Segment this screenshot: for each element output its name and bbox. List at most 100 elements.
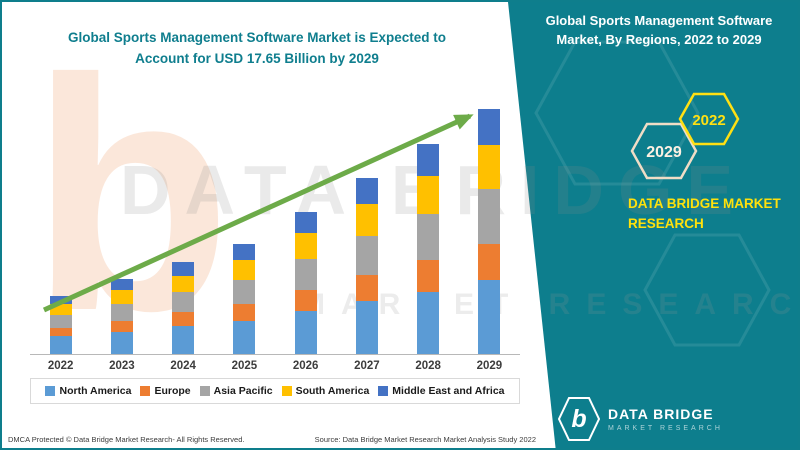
bar-slot	[153, 262, 214, 354]
legend-swatch	[281, 386, 292, 396]
legend-item: Asia Pacific	[199, 385, 273, 397]
bar-segment	[478, 108, 501, 146]
bar-segment	[417, 291, 440, 354]
bars-row	[30, 92, 520, 355]
legend-swatch	[45, 386, 56, 396]
brand-name: DATA BRIDGE MARKET RESEARCH	[628, 196, 781, 232]
bar-slot	[336, 177, 397, 354]
bar-segment	[172, 262, 195, 276]
logo-hexagon-icon: b	[558, 397, 600, 441]
bar-segment	[49, 304, 72, 316]
bar-segment	[49, 335, 72, 354]
labels-row: 2022 2023 2024 2025 2026 2027 2028 2029	[30, 360, 520, 372]
bar-segment	[417, 144, 440, 177]
stacked-bar	[233, 244, 256, 354]
logo-tagline: MARKET RESEARCH	[608, 425, 723, 432]
logo-letter: b	[571, 405, 586, 433]
bar-segment	[478, 243, 501, 281]
bar-segment	[172, 275, 195, 293]
logo-text: DATA BRIDGE MARKET RESEARCH	[608, 406, 723, 432]
stacked-bar	[478, 108, 501, 354]
legend-swatch	[378, 386, 389, 396]
bar-segment	[110, 331, 133, 354]
bar-segment	[172, 292, 195, 313]
bar-segment	[110, 304, 133, 321]
legend-swatch	[199, 386, 210, 396]
bar-segment	[478, 145, 501, 190]
year-label: 2029	[476, 360, 503, 372]
bar-segment	[49, 315, 72, 328]
hexagon-2029-badge: 2029	[630, 122, 698, 180]
stacked-bar	[49, 295, 72, 354]
bar-segment	[294, 310, 317, 354]
bar-segment	[233, 279, 256, 305]
bar-segment	[110, 320, 133, 332]
bar-slot	[30, 295, 91, 354]
bar-segment	[417, 176, 440, 214]
hexagon-2022-badge: 2022	[678, 92, 740, 146]
year-label: 2022	[47, 360, 74, 372]
bar-segment	[49, 327, 72, 336]
bar-segment	[355, 177, 378, 205]
bar-segment	[233, 320, 256, 354]
stacked-bar	[172, 262, 195, 354]
year-label: 2026	[292, 360, 319, 372]
bar-segment	[294, 233, 317, 259]
logo-name: DATA BRIDGE	[608, 406, 714, 422]
bar-slot	[398, 144, 459, 354]
badge-2029-label: 2029	[646, 144, 682, 161]
bar-segment	[478, 189, 501, 244]
bar-slot	[214, 244, 275, 354]
bar-segment	[172, 326, 195, 354]
bar-slot	[459, 108, 520, 354]
year-label: 2027	[354, 360, 380, 372]
stacked-bar	[294, 212, 317, 354]
year-label: 2024	[170, 360, 196, 372]
year-label: 2028	[415, 360, 441, 372]
bar-slot	[91, 279, 152, 354]
stacked-bar	[355, 177, 378, 354]
bar-segment	[355, 235, 378, 275]
year-label: 2023	[109, 360, 135, 372]
bar-segment	[294, 212, 317, 234]
bar-segment	[355, 204, 378, 236]
legend-label: South America	[295, 385, 370, 397]
bar-segment	[355, 301, 378, 354]
bar-segment	[233, 304, 256, 321]
brand-panel	[508, 2, 798, 448]
stacked-bar	[417, 144, 440, 354]
stacked-bar	[110, 279, 133, 354]
footer: DMCA Protected © Data Bridge Market Rese…	[8, 435, 536, 444]
legend-label: Middle East and Africa	[392, 385, 505, 397]
legend: North America Europe Asia Pacific South Ame…	[30, 378, 520, 404]
bar-segment	[172, 312, 195, 327]
legend-label: Asia Pacific	[213, 385, 273, 397]
legend-label: North America	[59, 385, 132, 397]
bar-segment	[294, 258, 317, 291]
bar-segment	[294, 290, 317, 311]
bar-segment	[233, 244, 256, 261]
chart-title: Global Sports Management Software Market…	[67, 30, 447, 66]
bar-segment	[110, 279, 133, 291]
legend-item: South America	[281, 385, 370, 397]
badge-2022-label: 2022	[692, 112, 725, 129]
hexagon-watermark-icon	[643, 233, 771, 347]
bar-segment	[478, 280, 501, 354]
bar-slot	[275, 212, 336, 354]
legend-label: Europe	[154, 385, 191, 397]
dbmr-logo: b DATA BRIDGE MARKET RESEARCH	[558, 396, 723, 442]
legend-item: North America	[45, 385, 131, 397]
bar-segment	[110, 290, 133, 305]
bar-segment	[233, 260, 256, 280]
legend-swatch	[140, 386, 151, 396]
bar-segment	[355, 274, 378, 302]
legend-item: Europe	[140, 385, 191, 397]
panel-title: Global Sports Management Software Market…	[545, 13, 773, 47]
source-text: Source: Data Bridge Market Research Mark…	[314, 435, 536, 444]
bar-chart: 2022 2023 2024 2025 2026 2027 2028 2029	[30, 92, 520, 372]
bar-segment	[49, 295, 72, 305]
dmca-text: DMCA Protected © Data Bridge Market Rese…	[8, 435, 245, 444]
year-label: 2025	[231, 360, 258, 372]
hexagon-watermark-icon	[534, 40, 700, 186]
